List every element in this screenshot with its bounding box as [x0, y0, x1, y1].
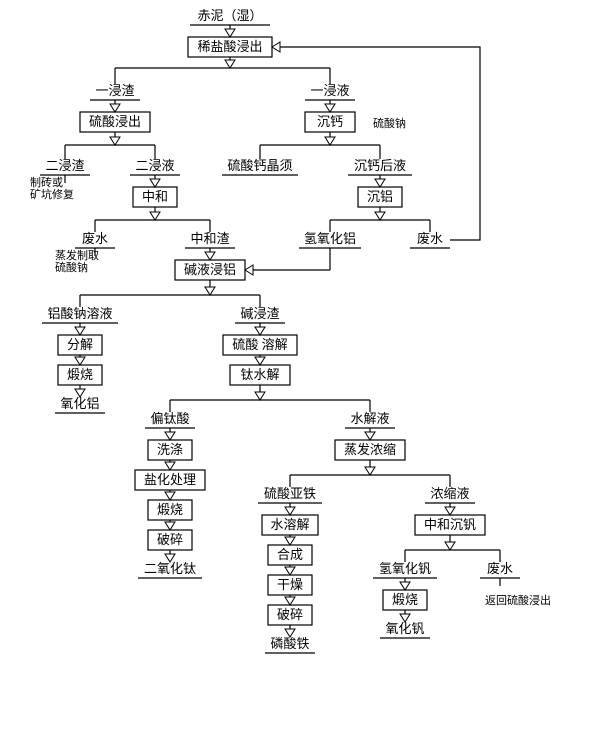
node-label-n17: 碱液浸铝	[184, 262, 236, 277]
node-label-n5: 硫酸浸出	[89, 114, 141, 129]
side-text-n7b: 矿坑修复	[30, 187, 74, 201]
node-label-n30: 硫酸亚铁	[264, 486, 316, 501]
flowchart: 赤泥（湿）稀盐酸浸出一浸渣一浸液硫酸浸出沉钙硫酸钠二浸渣二浸液硫酸钙晶须沉钙后液…	[0, 0, 600, 738]
node-label-n7: 二浸渣	[45, 158, 84, 173]
node-label-n31: 浓缩液	[430, 486, 469, 501]
node-label-n39: 二氧化钛	[144, 561, 196, 576]
node-label-n38: 废水	[487, 561, 513, 576]
node-label-n23: 钛水解	[240, 367, 279, 382]
node-label-n15: 氢氧化铝	[304, 231, 356, 246]
node-label-n19: 碱浸渣	[240, 306, 279, 321]
side-text-n6a: 硫酸钠	[373, 116, 406, 130]
node-label-n10: 沉钙后液	[354, 158, 406, 173]
node-label-n9: 硫酸钙晶须	[227, 158, 292, 173]
node-label-n33: 水溶解	[270, 517, 309, 532]
node-label-n42: 破碎	[277, 607, 303, 622]
node-label-n28: 蒸发浓缩	[344, 442, 396, 457]
node-label-n6: 沉钙	[317, 114, 343, 129]
node-label-n37: 氢氧化钒	[379, 561, 431, 576]
side-text-n38a: 返回硫酸浸出	[485, 593, 551, 607]
node-label-n25: 偏钛酸	[150, 411, 189, 426]
side-text-n13b: 硫酸钠	[55, 260, 88, 274]
node-label-n40: 干燥	[277, 577, 303, 592]
node-label-n2: 稀盐酸浸出	[197, 39, 262, 54]
node-label-n18: 铝酸钠溶液	[47, 306, 112, 321]
node-label-n27: 洗涤	[157, 442, 183, 457]
node-label-n11: 中和	[142, 189, 168, 204]
node-label-n41: 煅烧	[392, 592, 418, 607]
node-label-n35: 破碎	[157, 532, 183, 547]
node-label-n12: 沉铝	[367, 189, 393, 204]
node-label-n32: 煅烧	[157, 502, 183, 517]
node-label-n4: 一浸液	[310, 83, 349, 98]
node-label-n29: 盐化处理	[144, 472, 196, 487]
side-text-n13a: 蒸发制取	[55, 248, 99, 262]
node-label-n16: 废水	[417, 231, 443, 246]
side-text-n7a: 制砖或	[30, 175, 63, 189]
node-label-n44: 磷酸铁	[270, 636, 309, 651]
node-label-n1: 赤泥（湿）	[197, 8, 262, 23]
node-label-n36: 合成	[277, 547, 303, 562]
node-label-n21: 硫酸 溶解	[232, 337, 287, 352]
node-label-n22: 煅烧	[67, 367, 93, 382]
node-label-n3: 一浸渣	[95, 83, 134, 98]
node-label-n13: 废水	[82, 231, 108, 246]
node-label-n8: 二浸液	[135, 158, 174, 173]
node-label-n20: 分解	[67, 337, 93, 352]
node-label-n34: 中和沉钒	[424, 517, 476, 532]
node-label-n24: 氧化铝	[60, 396, 99, 411]
node-label-n43: 氧化钒	[385, 621, 424, 636]
node-label-n14: 中和渣	[190, 231, 229, 246]
node-label-n26: 水解液	[350, 411, 389, 426]
